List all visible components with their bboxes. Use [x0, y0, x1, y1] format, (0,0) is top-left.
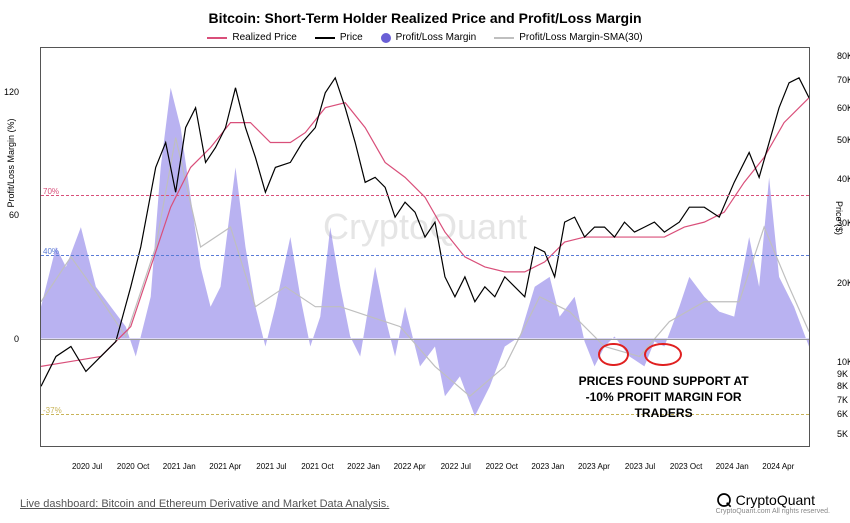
y-left-tick: 120	[4, 87, 19, 97]
logo-icon	[716, 492, 732, 508]
legend-swatch	[207, 37, 227, 39]
footer: Live dashboard: Bitcoin and Ethereum Der…	[20, 492, 830, 515]
y-right-tick: 9K	[837, 369, 848, 379]
y-right-tick: 80K	[837, 51, 850, 61]
legend: Realized Price Price Profit/Loss Margin Pro…	[20, 32, 830, 43]
y-right-tick: 5K	[837, 429, 848, 439]
x-tick: 2023 Apr	[578, 462, 610, 471]
legend-label: Profit/Loss Margin-SMA(30)	[519, 32, 642, 43]
ref-label: 40%	[43, 247, 59, 256]
x-tick: 2024 Apr	[762, 462, 794, 471]
x-tick: 2021 Apr	[209, 462, 241, 471]
legend-item: Profit/Loss Margin	[381, 32, 477, 43]
footer-logo: CryptoQuant	[716, 492, 830, 508]
ref-label: -37%	[43, 406, 62, 415]
legend-swatch	[315, 37, 335, 39]
y-right-tick: 40K	[837, 174, 850, 184]
zero-line	[41, 339, 809, 340]
x-tick: 2023 Jul	[625, 462, 655, 471]
circle-mark	[598, 343, 629, 367]
y-right-tick: 70K	[837, 75, 850, 85]
x-tick: 2020 Oct	[117, 462, 149, 471]
legend-label: Price	[340, 32, 363, 43]
chart-container: Bitcoin: Short-Term Holder Realized Pric…	[0, 0, 850, 523]
legend-swatch	[494, 37, 514, 39]
legend-label: Realized Price	[232, 32, 296, 43]
x-tick: 2021 Jul	[256, 462, 286, 471]
y-right-tick: 10K	[837, 357, 850, 367]
x-tick: 2024 Jan	[716, 462, 749, 471]
footer-sub: CryptoQuant.com All rights reserved.	[716, 508, 830, 515]
x-tick: 2022 Oct	[486, 462, 518, 471]
legend-swatch	[381, 33, 391, 43]
chart-title: Bitcoin: Short-Term Holder Realized Pric…	[20, 10, 830, 26]
x-tick: 2022 Jul	[441, 462, 471, 471]
annotation-text: PRICES FOUND SUPPORT AT-10% PROFIT MARGI…	[579, 374, 749, 421]
y-left-tick: 0	[14, 334, 19, 344]
y-right-tick: 6K	[837, 409, 848, 419]
x-tick: 2022 Jan	[347, 462, 380, 471]
y-right-tick: 8K	[837, 381, 848, 391]
ref-line: 70%	[41, 195, 809, 196]
y-right-tick: 30K	[837, 218, 850, 228]
y-right-tick: 7K	[837, 395, 848, 405]
ref-line: 40%	[41, 255, 809, 256]
y-right-tick: 20K	[837, 278, 850, 288]
x-tick: 2021 Oct	[301, 462, 333, 471]
legend-item: Price	[315, 32, 363, 43]
legend-item: Realized Price	[207, 32, 296, 43]
footer-link[interactable]: Live dashboard: Bitcoin and Ethereum Der…	[20, 498, 389, 510]
logo-text: CryptoQuant	[736, 492, 815, 508]
x-tick: 2021 Jan	[163, 462, 196, 471]
y-right-tick: 50K	[837, 135, 850, 145]
y-left-label: Profit/Loss Margin (%)	[6, 118, 16, 207]
y-left-tick: 60	[9, 210, 19, 220]
legend-item: Profit/Loss Margin-SMA(30)	[494, 32, 642, 43]
footer-right: CryptoQuant CryptoQuant.com All rights r…	[716, 492, 830, 515]
x-tick: 2023 Jan	[531, 462, 564, 471]
chart-area: CryptoQuant Profit/Loss Margin (%) Price…	[40, 47, 810, 447]
ref-label: 70%	[43, 187, 59, 196]
x-tick: 2020 Jul	[72, 462, 102, 471]
y-right-tick: 60K	[837, 103, 850, 113]
legend-label: Profit/Loss Margin	[396, 32, 477, 43]
x-tick: 2022 Apr	[394, 462, 426, 471]
x-tick: 2023 Oct	[670, 462, 702, 471]
